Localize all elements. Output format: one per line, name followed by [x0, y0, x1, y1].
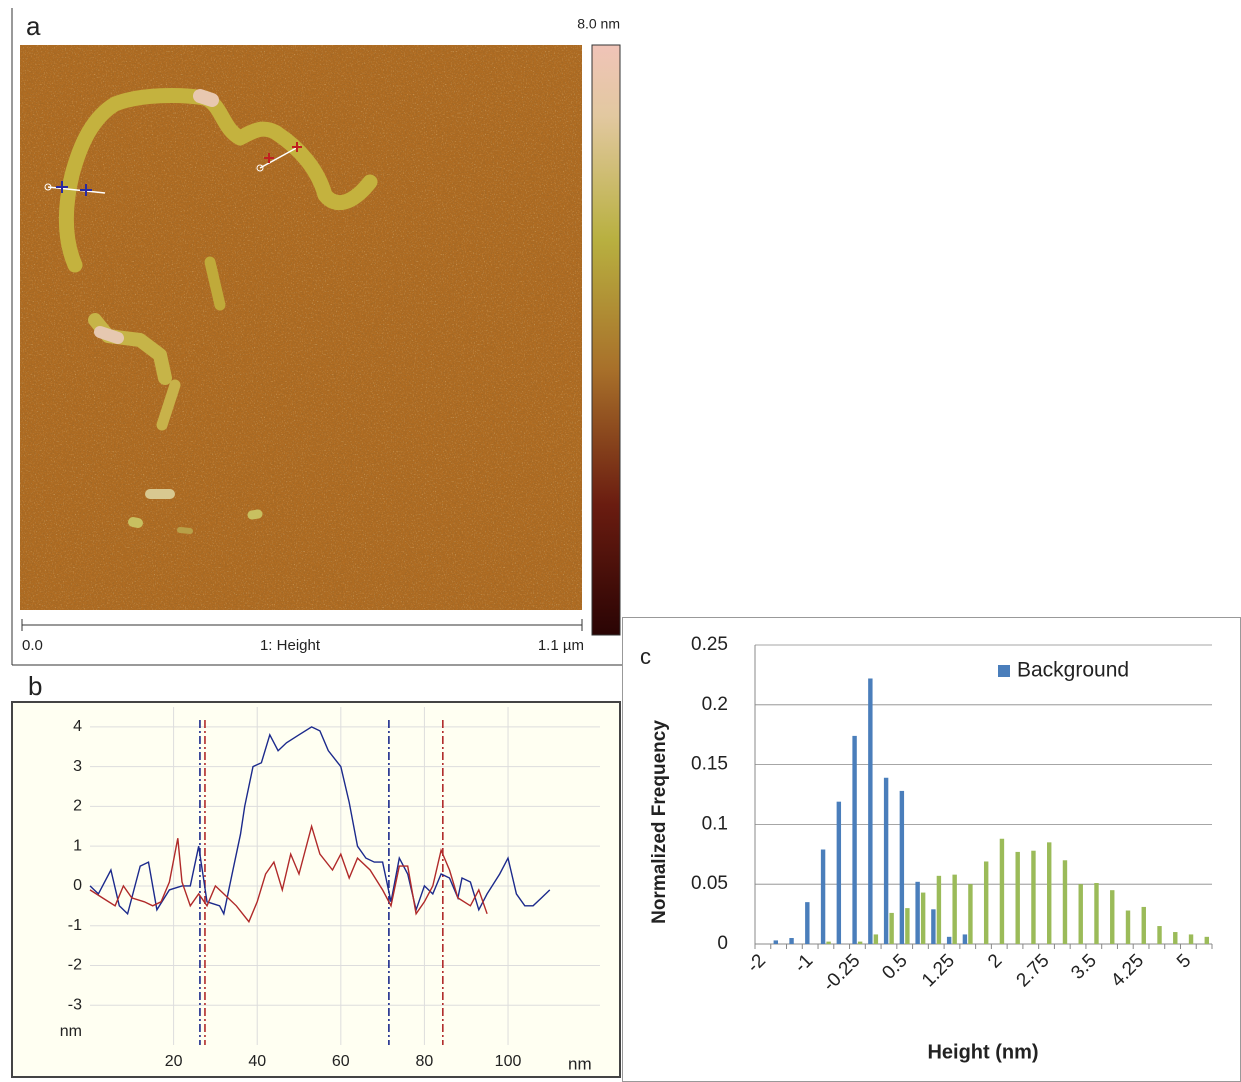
y-tick-label: 0 [73, 877, 82, 894]
bar [999, 838, 1005, 944]
bar [899, 790, 905, 944]
bar [773, 940, 779, 944]
legend-label: Background [1017, 659, 1129, 682]
profile-line [89, 726, 551, 916]
y-tick-label: 0.05 [691, 873, 728, 894]
bar [805, 902, 810, 944]
bar [1204, 936, 1210, 944]
y-tick-label: 1 [73, 837, 82, 854]
scale-start: 0.0 [22, 637, 43, 654]
y-tick-label: 2 [73, 798, 82, 815]
bar [968, 884, 973, 944]
bar [905, 908, 910, 944]
bar [820, 849, 826, 944]
y-tick-label: 0.1 [702, 813, 728, 834]
bar [1110, 890, 1115, 944]
bar [1173, 932, 1178, 944]
panel-label: a [26, 11, 41, 41]
bar [1047, 842, 1052, 944]
colorbar-max: 8.0 nm [577, 16, 620, 32]
histogram-frame [622, 617, 1241, 1082]
y-tick-label: 3 [73, 758, 82, 775]
profile-frame [11, 701, 621, 1078]
bar [920, 892, 926, 944]
x-axis-label: nm [568, 1054, 592, 1073]
y-tick-label: 0.15 [691, 754, 728, 775]
legend-swatch [998, 665, 1010, 677]
scale-end: 1.1 µm [538, 637, 584, 654]
x-axis-label: Height (nm) [927, 1041, 1038, 1063]
bar [889, 912, 894, 944]
bar [983, 861, 989, 944]
bar [1031, 850, 1036, 944]
bar [868, 678, 873, 944]
colorbar [591, 44, 621, 636]
bar [1141, 906, 1146, 944]
bar [873, 934, 879, 944]
bar [952, 874, 957, 944]
profile-line [89, 823, 488, 924]
bar [962, 934, 968, 944]
bar [836, 801, 842, 944]
x-tick-label: 100 [495, 1053, 522, 1070]
scale-bar [21, 619, 583, 631]
bar [883, 777, 889, 944]
bar [852, 735, 857, 944]
panel-label: b [28, 671, 42, 701]
bar [1062, 860, 1068, 944]
x-tick-label: 60 [332, 1053, 350, 1070]
bar [1157, 926, 1162, 944]
x-tick-label: 40 [248, 1053, 266, 1070]
panel-label: c [640, 644, 651, 669]
afm-panel: a 8.0 nm 0.0 1: Height 1.1 µm [11, 8, 622, 666]
y-tick-label: -3 [68, 996, 82, 1013]
y-axis-label: Normalized Frequency [649, 720, 670, 924]
bar [931, 909, 936, 944]
y-tick-label: 0 [717, 933, 728, 954]
bar [1125, 910, 1131, 944]
y-tick-label: 0.2 [702, 694, 728, 715]
channel-label: 1: Height [260, 637, 321, 654]
y-axis-label: nm [60, 1023, 82, 1040]
y-tick-label: -1 [68, 917, 82, 934]
bar [915, 881, 920, 944]
x-tick-label: 20 [165, 1053, 183, 1070]
bar [1078, 884, 1083, 944]
bar [936, 875, 942, 944]
y-tick-label: -2 [68, 957, 82, 974]
bar [826, 941, 831, 944]
bar [1015, 851, 1020, 944]
y-tick-label: 0.25 [691, 634, 728, 655]
bar [1094, 883, 1099, 944]
afm-image [20, 45, 582, 610]
bar [789, 938, 794, 944]
bar [1188, 934, 1194, 944]
x-tick-label: 80 [416, 1053, 434, 1070]
bar [857, 941, 863, 944]
y-tick-label: 4 [73, 718, 82, 735]
bar [946, 936, 952, 944]
